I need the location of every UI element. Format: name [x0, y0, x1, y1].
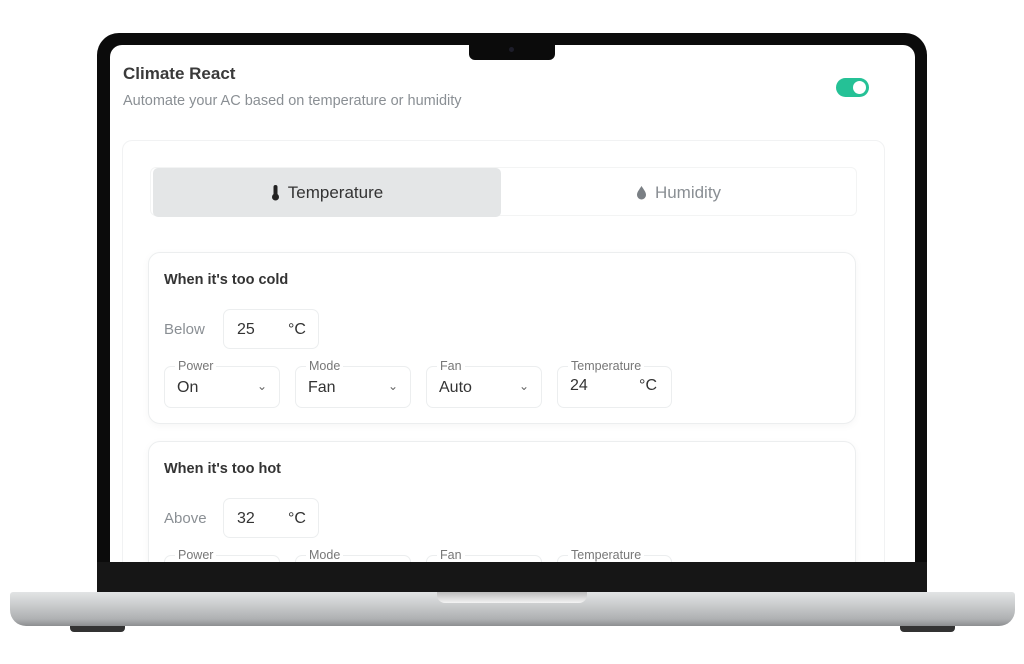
too-hot-card: When it's too hot Above 32 °C Power Mode …: [148, 441, 856, 562]
laptop-foot: [70, 626, 125, 632]
fan-select[interactable]: Fan: [426, 548, 542, 562]
screen: Climate React Automate your AC based on …: [110, 45, 915, 562]
tab-temperature[interactable]: Temperature: [153, 168, 501, 217]
tab-label: Humidity: [654, 182, 722, 202]
thermometer-icon: [271, 184, 279, 200]
threshold-value: 32: [237, 510, 255, 527]
unit: °C: [639, 377, 657, 394]
field-value: On: [177, 379, 199, 396]
mode-select[interactable]: Mode: [295, 548, 411, 562]
threshold-label: Below: [164, 321, 205, 338]
field-value: 24: [570, 377, 588, 394]
temperature-input[interactable]: Temperature: [557, 548, 672, 562]
field-label: Mode: [306, 359, 344, 373]
laptop-foot: [900, 626, 955, 632]
power-select[interactable]: Power: [164, 548, 280, 562]
field-value: Auto: [439, 379, 472, 396]
field-label: Power: [175, 548, 217, 562]
unit: °C: [288, 321, 306, 338]
below-threshold-input[interactable]: 25 °C: [223, 309, 319, 349]
camera-icon: [509, 47, 514, 52]
fan-select[interactable]: Fan Auto ⌄: [426, 359, 542, 408]
card-heading: When it's too cold: [164, 272, 289, 288]
threshold-value: 25: [237, 321, 255, 338]
mode-tabs: Temperature Humidity: [150, 167, 857, 217]
page-subtitle: Automate your AC based on temperature or…: [123, 93, 462, 109]
chevron-down-icon: ⌄: [518, 379, 529, 393]
field-label: Temperature: [568, 548, 645, 562]
field-value: Fan: [308, 379, 336, 396]
laptop-groove: [437, 592, 587, 603]
camera-notch: [469, 42, 555, 60]
field-label: Temperature: [568, 359, 645, 373]
temperature-input[interactable]: Temperature 24 °C: [557, 359, 672, 408]
settings-panel: [122, 140, 885, 562]
card-heading: When it's too hot: [164, 461, 282, 477]
mode-select[interactable]: Mode Fan ⌄: [295, 359, 411, 408]
above-threshold-input[interactable]: 32 °C: [223, 498, 319, 538]
tab-humidity[interactable]: Humidity: [501, 168, 856, 217]
droplet-icon: [636, 185, 646, 199]
power-select[interactable]: Power On ⌄: [164, 359, 280, 408]
field-label: Fan: [437, 548, 465, 562]
page-title: Climate React: [123, 64, 236, 83]
chevron-down-icon: ⌄: [387, 379, 398, 393]
enable-toggle[interactable]: [836, 78, 869, 97]
tab-label: Temperature: [287, 182, 384, 202]
chevron-down-icon: ⌄: [256, 379, 267, 393]
laptop-chin: [97, 562, 927, 592]
threshold-label: Above: [164, 510, 207, 527]
field-label: Mode: [306, 548, 344, 562]
unit: °C: [288, 510, 306, 527]
field-label: Fan: [437, 359, 465, 373]
too-cold-card: When it's too cold Below 25 °C Power On ⌄ M…: [148, 252, 856, 424]
laptop-base: [10, 592, 1015, 626]
field-label: Power: [175, 359, 217, 373]
